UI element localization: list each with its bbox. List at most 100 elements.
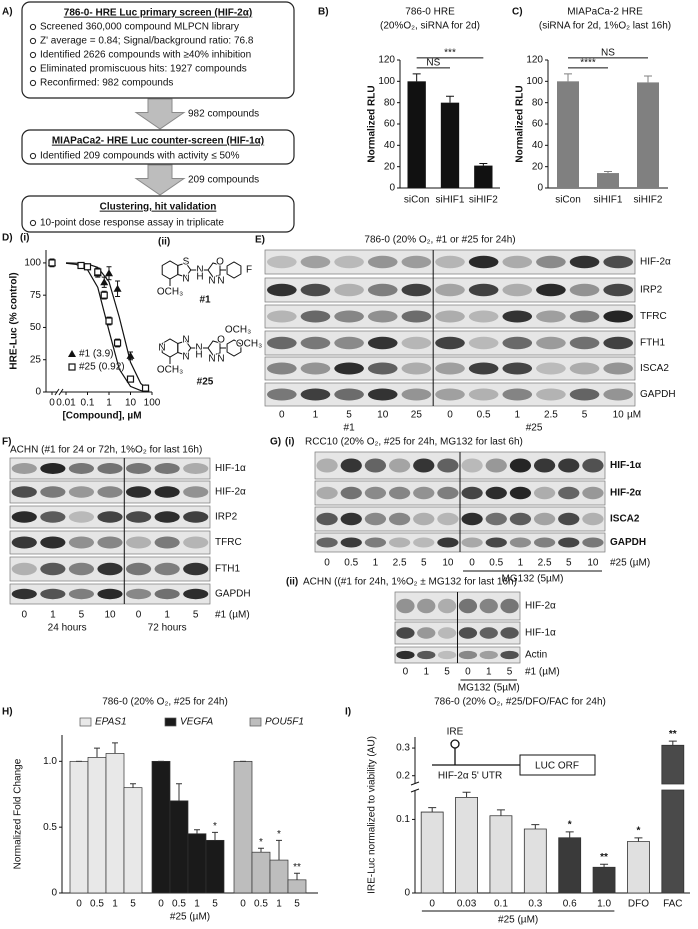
blot-band [340,458,362,473]
atom-label: OCH₃ [157,365,183,376]
lane-label: 1 [50,610,56,621]
flow-arrow [134,98,186,130]
blot-band [468,388,499,401]
chart-title: 786-0 (20% O₂, #25 for 24h) [102,697,228,708]
lane-label: 5 [582,410,588,421]
atom-label: N [217,354,224,365]
blot-band [509,537,532,548]
bullet [29,219,37,227]
blot-row-label: HIF-1α [610,460,642,471]
blot-band [437,537,459,548]
blot-band [126,562,152,576]
blot-band [154,536,180,549]
panel-label: B) [318,7,329,18]
lane-label: 0 [136,610,142,621]
x-tick-label: 0.1 [81,398,95,409]
panel-label: I) [345,707,351,718]
unit-label: µM [627,410,641,421]
x-tick-label: 0.1 [494,899,508,910]
y-tick-label: 0 [389,183,395,194]
blot-band [97,486,123,498]
blot-row-label: HIF-1α [525,628,556,639]
bar [592,866,616,894]
blot-band [126,486,152,498]
atom-label: H [195,350,202,361]
panel-label: A) [2,7,13,18]
blot-band [536,310,566,323]
error-bar [668,740,677,746]
blot-band [479,650,498,660]
blot-band [154,486,180,498]
lane-label: 0 [447,410,453,421]
bar [123,787,143,894]
blot-band [536,362,566,375]
blot-strip [264,304,636,329]
blot-band [536,283,566,297]
blot-band [154,511,180,523]
y-tick-label: 40 [532,140,544,151]
blot-band [502,283,533,297]
chart-subtitle: (siRNA for 2d, 1%O₂ last 16h) [539,21,671,32]
x-tick-label: 0.5 [172,899,186,910]
marker [100,278,109,286]
lane-label: 5 [79,610,85,621]
blot-band [413,486,435,500]
y-axis-label: Normalized RLU [367,85,378,162]
blot-band [316,486,338,500]
blot-row-label: HIF-2α [610,488,642,499]
blot-band [461,512,483,526]
blot-row-label: HIF-2α [525,601,556,612]
blot-row-label: HIF-1α [215,463,246,474]
group-label: 24 hours [48,623,87,634]
blot-band [396,650,415,660]
atom-label: OCH₃ [236,339,262,350]
blot-row-label: GAPDH [610,537,646,548]
marker [126,351,135,359]
lane-label: 0 [279,410,285,421]
blot-band [126,536,152,549]
axis-break [58,388,64,396]
bar [558,837,582,894]
blot-band [68,588,94,600]
blot-row-label: Actin [525,650,547,661]
ring [226,261,242,279]
blot-band [340,512,362,526]
chart-title: 786-0 (20% O₂, #25/DFO/FAC for 24h) [434,697,606,708]
panel-label: E) [255,235,265,246]
error-bar [531,824,540,829]
flow-box [21,1,295,99]
lane-label: 0.5 [477,410,491,421]
blot-band [502,255,533,269]
blot-band [468,362,499,375]
error-bar [130,783,136,788]
blot-band [40,536,66,549]
blot-band [367,283,398,297]
atom-label: N [196,265,203,276]
bar [287,879,307,894]
y-tick-label: 0.2 [396,770,410,781]
blot-band [267,388,297,401]
blot-band [437,650,457,660]
lane-label: 10 [377,410,389,421]
blot-band [603,310,633,323]
y-tick-label: 1.0 [43,756,57,767]
legend-label: POU5F1 [265,717,304,728]
flow-item: Eliminated promiscuous hits: 1927 compou… [40,64,247,75]
y-axis-label: Normalized RLU [515,85,526,162]
blot-band [68,486,94,498]
blot-band [97,588,123,600]
x-tick-label: siHIF1 [436,195,465,206]
blot-band [183,511,209,523]
y-tick-label: 80 [532,97,544,108]
blot-band [536,255,566,269]
blot-band [435,310,465,323]
significance: NS [426,58,440,69]
lane-label: 10 [587,558,599,569]
blot-band [401,336,432,350]
bar [407,81,426,188]
x-tick-label: siHIF2 [634,195,663,206]
blot-band [334,310,364,323]
blot-band [536,388,566,401]
blot-band [569,362,600,375]
